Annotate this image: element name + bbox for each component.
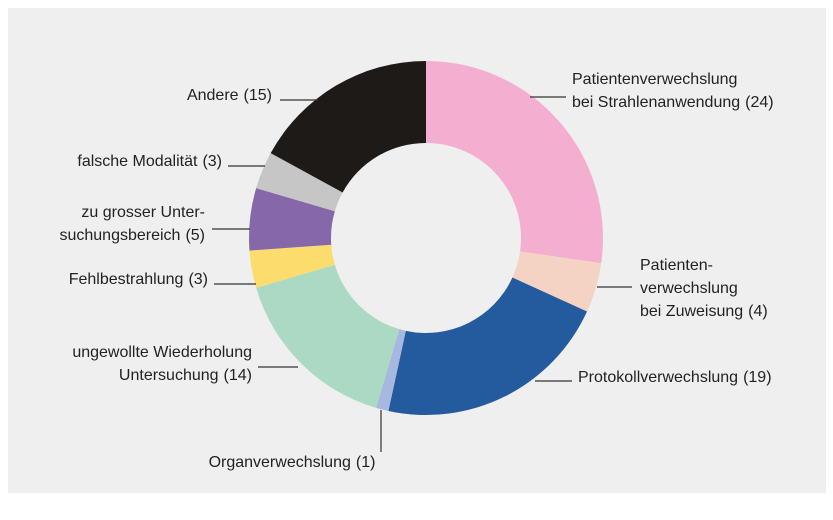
value-label: (1) xyxy=(356,454,376,471)
slice-label: Organverwechslung (1) xyxy=(209,454,376,471)
label-line: Patienten- xyxy=(640,257,713,274)
value-label: (24) xyxy=(745,94,773,111)
slice xyxy=(270,61,426,193)
label-line: verwechslung xyxy=(640,280,738,297)
slice-label: Fehlbestrahlung (3) xyxy=(69,271,208,288)
value-label: (14) xyxy=(224,367,252,384)
label-line: bei Zuweisung xyxy=(640,303,743,320)
slice xyxy=(512,251,602,312)
value-label: (19) xyxy=(743,369,771,386)
value-label: (4) xyxy=(748,303,768,320)
slice xyxy=(388,277,588,415)
slice xyxy=(249,188,335,251)
slice-label: Patientenverwechslung bei Strahlenanwendu… xyxy=(572,71,774,111)
slice-label: falsche Modalität (3) xyxy=(77,153,222,170)
value-label: (3) xyxy=(202,153,222,170)
slice-label: Andere (15) xyxy=(187,87,272,104)
slice xyxy=(376,329,406,411)
label-line: Andere xyxy=(187,87,239,104)
label-line: Organverwechslung xyxy=(209,454,351,471)
slice-label: ungewollte Wiederholung Untersuchung (14) xyxy=(72,344,252,384)
slice xyxy=(256,153,343,212)
label-line: suchungsbereich xyxy=(59,227,180,244)
label-line: Fehlbestrahlung xyxy=(69,271,184,288)
label-line: falsche Modalität xyxy=(77,153,198,170)
slice xyxy=(426,61,604,264)
slice xyxy=(249,244,335,288)
slice-label: zu grosser Unter-suchungsbereich (5) xyxy=(59,204,205,244)
label-line: Protokollverwechslung xyxy=(578,369,738,386)
label-line: ungewollte Wiederholung xyxy=(72,344,252,361)
label-line: Patientenverwechslung xyxy=(572,71,737,88)
label-line: bei Strahlenanwendung xyxy=(572,94,740,111)
value-label: (15) xyxy=(244,87,272,104)
slice xyxy=(256,264,400,408)
value-label: (3) xyxy=(188,271,208,288)
label-line: zu grosser Unter- xyxy=(81,204,205,221)
value-label: (5) xyxy=(185,227,205,244)
slice-label: Protokollverwechslung (19) xyxy=(578,369,772,386)
label-line: Untersuchung xyxy=(119,367,219,384)
slice-label: Patienten-verwechslung bei Zuweisung (4) xyxy=(640,257,768,320)
